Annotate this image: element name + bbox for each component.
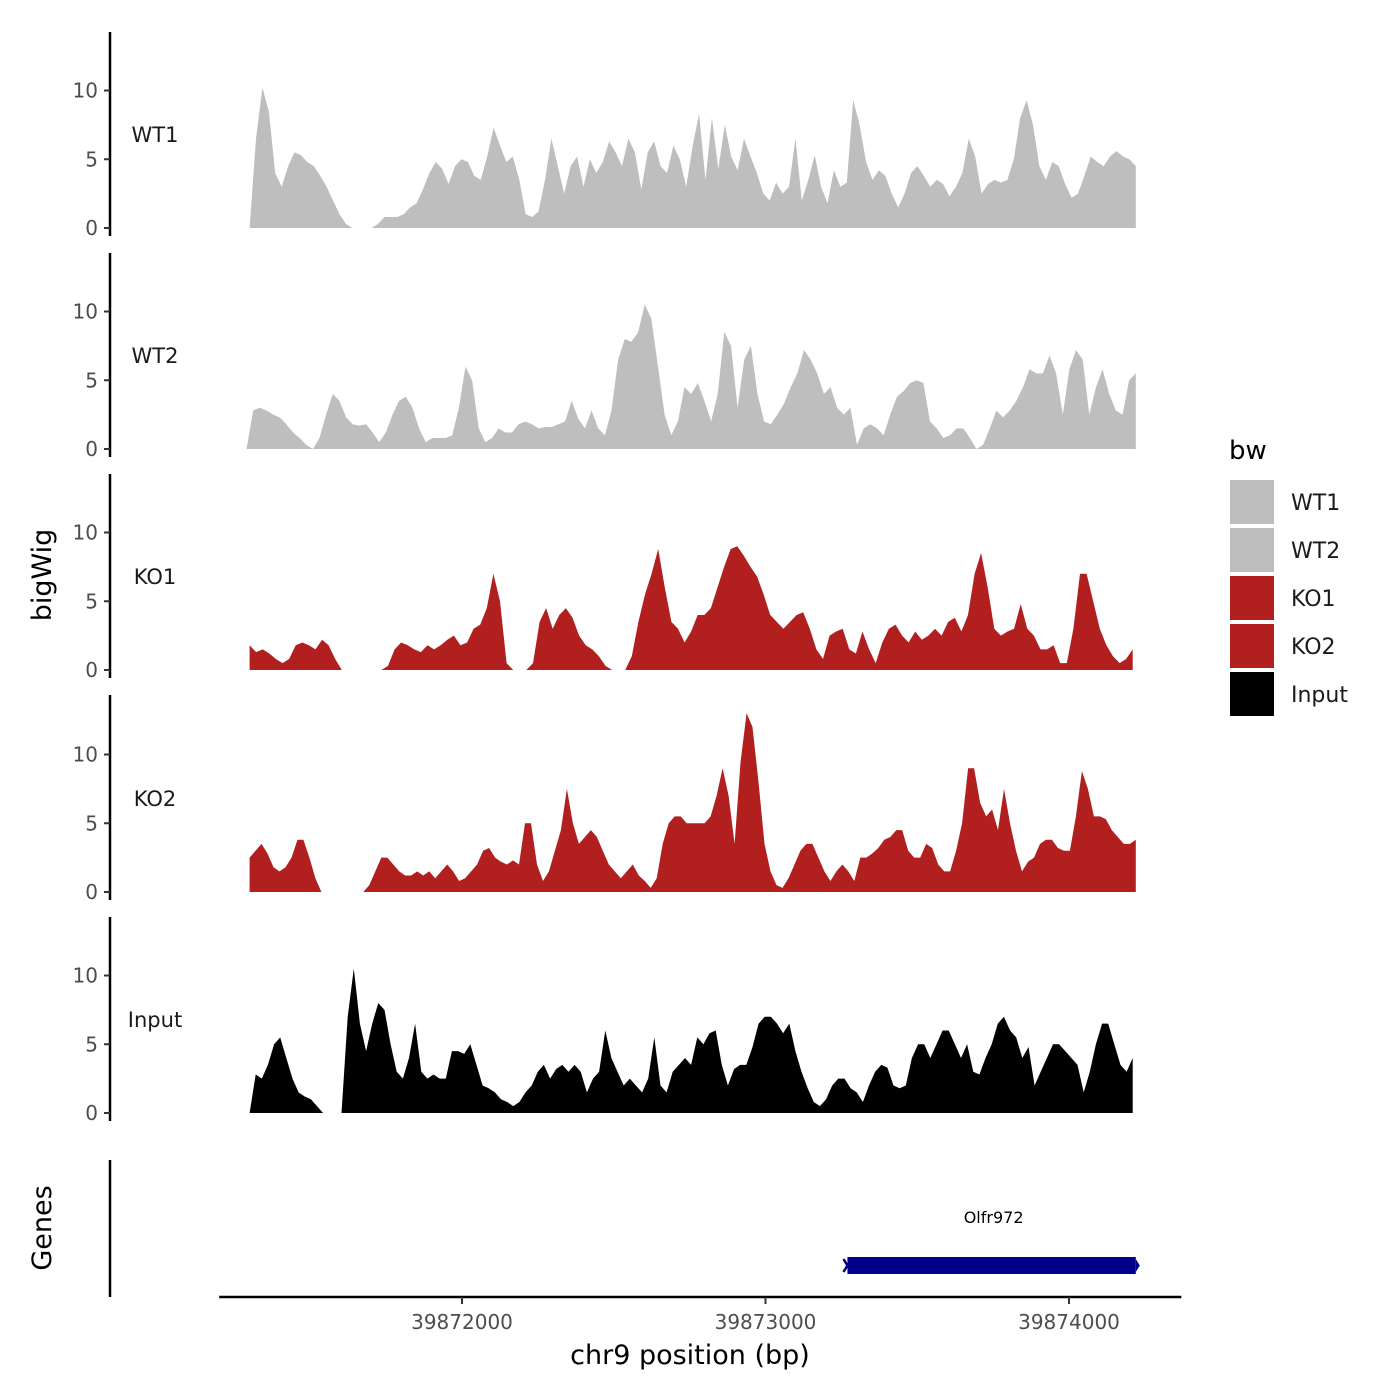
y-tick-label: 0 (85, 216, 98, 240)
y-tick-label: 5 (85, 811, 98, 835)
legend-label: KO2 (1291, 635, 1336, 660)
gene-strand-marker (842, 1258, 853, 1273)
y-tick-label: 0 (85, 1101, 98, 1125)
y-axis-title: bigWig (27, 529, 58, 622)
coverage-area-input (249, 968, 1133, 1113)
y-tick-label: 10 (73, 964, 98, 988)
legend-label: KO1 (1291, 587, 1336, 612)
x-axis-title: chr9 position (bp) (570, 1340, 810, 1371)
y-tick-label: 5 (85, 147, 98, 171)
legend-item-ko2: KO2 (1230, 624, 1336, 668)
coverage-area-wt2 (246, 304, 1136, 449)
track-wt1: 0 5 10 WT1 (73, 32, 1136, 240)
y-tick-label: 5 (85, 589, 98, 613)
gene-label: Olfr972 (964, 1208, 1024, 1227)
legend-item-wt2: WT2 (1230, 528, 1340, 572)
legend-swatch (1230, 576, 1274, 620)
legend: bw WT1 WT2 KO1 KO2 Input (1229, 436, 1348, 716)
gene-olfr972: Olfr972 (842, 1208, 1140, 1274)
track-label: KO1 (134, 565, 177, 589)
y-tick-label: 5 (85, 368, 98, 392)
legend-label: Input (1291, 683, 1348, 708)
coverage-area-ko2 (249, 713, 1136, 892)
legend-label: WT1 (1291, 491, 1340, 516)
y-tick-label: 0 (85, 437, 98, 461)
track-label: WT1 (132, 123, 179, 147)
y-tick-label: 10 (73, 79, 98, 103)
coverage-area-ko1 (249, 546, 1133, 670)
x-tick-label: 39873000 (715, 1310, 817, 1334)
y-tick-label: 0 (85, 880, 98, 904)
track-label: KO2 (134, 787, 177, 811)
x-axis: 39872000 39873000 39874000 (219, 1295, 1182, 1334)
legend-item-ko1: KO1 (1230, 576, 1336, 620)
gene-body (847, 1257, 1136, 1274)
track-label: WT2 (132, 344, 179, 368)
x-tick-label: 39872000 (411, 1310, 513, 1334)
y-tick-label: 5 (85, 1032, 98, 1056)
y-tick-label: 10 (73, 743, 98, 767)
legend-swatch (1230, 672, 1274, 716)
x-tick-label: 39874000 (1018, 1310, 1120, 1334)
legend-swatch (1230, 624, 1274, 668)
genes-axis-title: Genes (27, 1185, 58, 1270)
track-label: Input (128, 1008, 182, 1032)
gene-end-marker (1135, 1259, 1140, 1272)
track-wt2: 0 5 10 WT2 (73, 253, 1136, 461)
track-ko2: 0 5 10 KO2 (73, 695, 1136, 904)
coverage-tracks: 0 5 10 WT1 0 5 10 WT2 0 5 10 KO1 0 5 10 KO2 0 5 10 Input (73, 32, 1136, 1125)
coverage-area-wt1 (249, 87, 1136, 228)
track-ko1: 0 5 10 KO1 (73, 474, 1133, 682)
legend-title: bw (1229, 436, 1267, 466)
y-tick-label: 10 (73, 521, 98, 545)
y-tick-label: 0 (85, 658, 98, 682)
genes-panel: Olfr972 (108, 1160, 1140, 1297)
legend-item-wt1: WT1 (1230, 480, 1340, 524)
legend-label: WT2 (1291, 539, 1340, 564)
legend-swatch (1230, 528, 1274, 572)
legend-item-input: Input (1230, 672, 1348, 716)
y-tick-label: 10 (73, 300, 98, 324)
track-input: 0 5 10 Input (73, 917, 1133, 1125)
legend-swatch (1230, 480, 1274, 524)
